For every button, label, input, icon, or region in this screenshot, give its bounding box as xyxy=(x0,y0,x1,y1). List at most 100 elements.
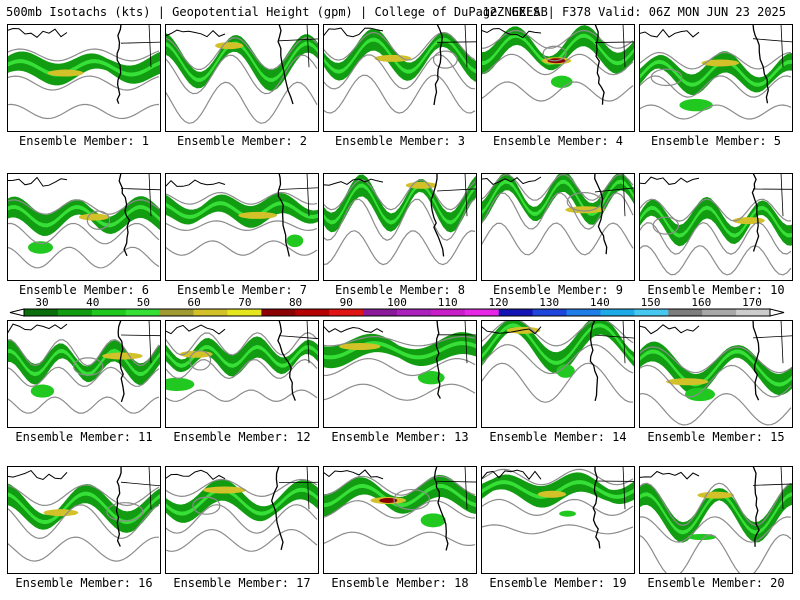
forecast-map-17 xyxy=(165,466,319,574)
ensemble-panel-10 xyxy=(639,173,793,281)
ensemble-panel-12 xyxy=(165,320,319,428)
forecast-map-9 xyxy=(481,173,635,281)
ensemble-panel-7 xyxy=(165,173,319,281)
colorbar-segment xyxy=(397,309,432,316)
member-caption-4: Ensemble Member: 4 xyxy=(492,134,624,148)
colorbar-graphic: 30 40 50 60 70 80 90 100 110 120 130 140 150 160 170 xyxy=(9,296,785,317)
ensemble-panel-19 xyxy=(481,466,635,574)
colorbar-segment xyxy=(125,309,161,316)
forecast-map-13 xyxy=(323,320,477,428)
member-caption-8: Ensemble Member: 8 xyxy=(334,283,466,297)
colorbar-tick-label: 50 xyxy=(137,296,150,309)
forecast-map-3 xyxy=(323,24,477,132)
forecast-map-15 xyxy=(639,320,793,428)
colorbar-segment xyxy=(159,309,195,316)
colorbar-tick-label: 170 xyxy=(742,296,762,309)
ensemble-panel-1 xyxy=(7,24,161,132)
colorbar-segment xyxy=(430,309,466,316)
forecast-map-16 xyxy=(7,466,161,574)
ensemble-panel-8 xyxy=(323,173,477,281)
member-caption-20: Ensemble Member: 20 xyxy=(647,576,785,590)
forecast-map-7 xyxy=(165,173,319,281)
member-caption-9: Ensemble Member: 9 xyxy=(492,283,624,297)
colorbar-tick-label: 110 xyxy=(438,296,458,309)
forecast-map-12 xyxy=(165,320,319,428)
colorbar-segment xyxy=(736,309,771,316)
forecast-map-1 xyxy=(7,24,161,132)
ensemble-panel-6 xyxy=(7,173,161,281)
member-caption-7: Ensemble Member: 7 xyxy=(176,283,308,297)
colorbar-tick-label: 60 xyxy=(188,296,201,309)
forecast-map-5 xyxy=(639,24,793,132)
colorbar-segment xyxy=(464,309,500,316)
member-caption-13: Ensemble Member: 13 xyxy=(331,430,469,444)
member-caption-14: Ensemble Member: 14 xyxy=(489,430,627,444)
forecast-map-18 xyxy=(323,466,477,574)
ensemble-panel-20 xyxy=(639,466,793,574)
member-caption-15: Ensemble Member: 15 xyxy=(647,430,785,444)
colorbar-segment xyxy=(566,309,601,316)
colorbar-segment xyxy=(532,309,568,316)
isotach-colorbar: 30 40 50 60 70 80 90 100 110 120 130 140 150 160 170 xyxy=(0,296,800,318)
ensemble-panel-13 xyxy=(323,320,477,428)
colorbar-segment xyxy=(498,309,534,316)
ensemble-panel-14 xyxy=(481,320,635,428)
colorbar-tick-label: 90 xyxy=(340,296,353,309)
ensemble-panel-16 xyxy=(7,466,161,574)
colorbar-segment xyxy=(57,309,93,316)
forecast-map-19 xyxy=(481,466,635,574)
colorbar-tick-label: 120 xyxy=(488,296,508,309)
colorbar-tick-label: 40 xyxy=(86,296,99,309)
ensemble-panel-11 xyxy=(7,320,161,428)
ensemble-panel-15 xyxy=(639,320,793,428)
colorbar-segment xyxy=(668,309,703,316)
colorbar-segment xyxy=(363,309,398,316)
forecast-map-11 xyxy=(7,320,161,428)
colorbar-segment xyxy=(702,309,737,316)
forecast-map-6 xyxy=(7,173,161,281)
member-caption-12: Ensemble Member: 12 xyxy=(173,430,311,444)
member-caption-10: Ensemble Member: 10 xyxy=(647,283,785,297)
member-caption-1: Ensemble Member: 1 xyxy=(18,134,150,148)
forecast-map-20 xyxy=(639,466,793,574)
colorbar-tick-label: 140 xyxy=(590,296,610,309)
colorbar-tick-label: 130 xyxy=(539,296,559,309)
colorbar-segment xyxy=(295,309,330,316)
forecast-map-10 xyxy=(639,173,793,281)
colorbar-segment xyxy=(91,309,127,316)
colorbar-segment xyxy=(227,309,262,316)
forecast-map-2 xyxy=(165,24,319,132)
member-caption-18: Ensemble Member: 18 xyxy=(331,576,469,590)
member-caption-16: Ensemble Member: 16 xyxy=(15,576,153,590)
ensemble-panel-4 xyxy=(481,24,635,132)
ensemble-panel-5 xyxy=(639,24,793,132)
colorbar-segment xyxy=(329,309,364,316)
colorbar-tick-label: 150 xyxy=(641,296,661,309)
ensemble-panel-2 xyxy=(165,24,319,132)
ensemble-panel-17 xyxy=(165,466,319,574)
colorbar-segment xyxy=(634,309,669,316)
product-title: 500mb Isotachs (kts) | Geopotential Heig… xyxy=(6,5,548,19)
forecast-map-4 xyxy=(481,24,635,132)
colorbar-segment xyxy=(193,309,228,316)
ensemble-panel-3 xyxy=(323,24,477,132)
page-header: 500mb Isotachs (kts) | Geopotential Heig… xyxy=(0,0,800,24)
colorbar-tick-label: 160 xyxy=(691,296,711,309)
member-caption-6: Ensemble Member: 6 xyxy=(18,283,150,297)
colorbar-tick-label: 80 xyxy=(289,296,302,309)
member-caption-3: Ensemble Member: 3 xyxy=(334,134,466,148)
colorbar-segment xyxy=(261,309,296,316)
ensemble-panel-18 xyxy=(323,466,477,574)
run-valid-time: 12Z GEFS | F378 Valid: 06Z MON JUN 23 20… xyxy=(482,5,786,19)
member-caption-17: Ensemble Member: 17 xyxy=(173,576,311,590)
member-caption-5: Ensemble Member: 5 xyxy=(650,134,782,148)
member-caption-2: Ensemble Member: 2 xyxy=(176,134,308,148)
member-caption-11: Ensemble Member: 11 xyxy=(15,430,153,444)
colorbar-segment xyxy=(600,309,635,316)
colorbar-tick-label: 70 xyxy=(238,296,251,309)
ensemble-panel-9 xyxy=(481,173,635,281)
member-caption-19: Ensemble Member: 19 xyxy=(489,576,627,590)
forecast-map-8 xyxy=(323,173,477,281)
colorbar-tick-label: 30 xyxy=(35,296,48,309)
colorbar-tick-label: 100 xyxy=(387,296,407,309)
